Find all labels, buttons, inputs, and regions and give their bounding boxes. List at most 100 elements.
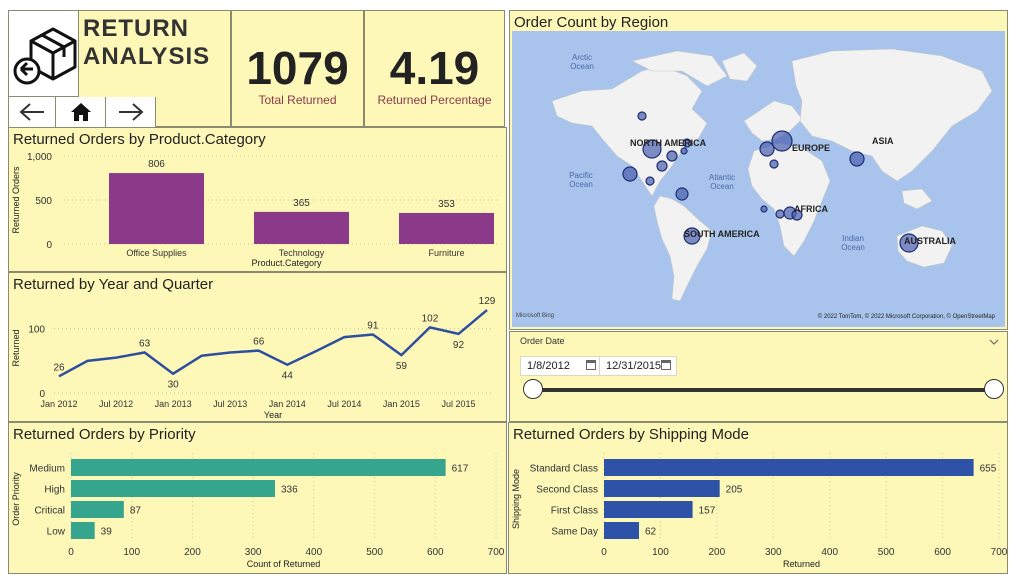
date-slicer-title: Order Date xyxy=(520,336,565,346)
x-tick-label: Technology xyxy=(279,248,325,258)
map-credit[interactable]: © 2022 TomTom, © 2022 Microsoft Corporat… xyxy=(817,314,995,320)
data-label: 205 xyxy=(726,485,743,496)
kpi-returned-percentage: 4.19 Returned Percentage xyxy=(364,10,505,127)
data-label: 617 xyxy=(452,464,469,475)
arrow-left-icon xyxy=(19,103,44,121)
data-label: 336 xyxy=(281,485,298,496)
box-return-icon xyxy=(13,27,77,85)
bar xyxy=(71,501,124,518)
data-label: 129 xyxy=(479,296,496,307)
x-tick-label: 500 xyxy=(878,547,895,558)
data-label: 353 xyxy=(438,199,455,210)
x-tick-label: 100 xyxy=(652,547,669,558)
date-slicer-panel: Order Date 1/8/2012 12/31/2015 xyxy=(509,331,1008,422)
home-button[interactable] xyxy=(56,97,106,127)
data-label: 59 xyxy=(396,361,408,372)
data-label: 44 xyxy=(282,371,294,382)
range-handle-end[interactable] xyxy=(984,379,1004,399)
bar xyxy=(71,522,95,539)
title-line-2: ANALYSIS xyxy=(83,43,211,70)
date-range-track[interactable] xyxy=(532,388,994,392)
y-tick-label: Same Day xyxy=(551,527,598,538)
x-axis-title: Product.Category xyxy=(251,258,322,268)
region-bubble xyxy=(680,147,688,155)
y-tick-label: Standard Class xyxy=(530,464,598,475)
bar xyxy=(71,480,275,497)
region-bubble xyxy=(637,111,647,121)
data-label: 102 xyxy=(422,313,439,324)
chevron-down-icon[interactable] xyxy=(989,338,999,346)
y-tick-label: 1,000 xyxy=(27,152,52,163)
start-date-input[interactable]: 1/8/2012 xyxy=(520,356,602,376)
x-tick-label: 700 xyxy=(991,547,1007,558)
kpi-total-returned-value: 1079 xyxy=(246,42,349,94)
region-bubble xyxy=(849,151,865,167)
end-date-input[interactable]: 12/31/2015 xyxy=(599,356,677,376)
calendar-icon xyxy=(661,360,671,370)
region-bubble xyxy=(666,150,678,162)
x-tick-label: Jan 2014 xyxy=(269,399,306,409)
bar xyxy=(399,212,494,244)
x-tick-label: 700 xyxy=(488,547,505,558)
forward-button[interactable] xyxy=(106,97,156,127)
data-label: 39 xyxy=(101,527,113,538)
region-bubble xyxy=(899,233,919,253)
y-axis-title: Shipping Mode xyxy=(511,469,521,529)
chart-year-quarter: 0 100 26 63 30 66 44 91 59 102 92 129 Jan 2012 Jul 20… xyxy=(11,296,496,420)
region-bubble xyxy=(769,159,779,169)
x-tick-label: 300 xyxy=(765,547,782,558)
y-tick-label: 0 xyxy=(46,240,52,251)
y-tick-label: Critical xyxy=(34,506,65,517)
bing-logo: Microsoft Bing xyxy=(516,313,555,319)
ocean-label-atlantic: Atlantic Ocean xyxy=(708,173,736,191)
x-tick-label: 200 xyxy=(709,547,726,558)
chart-priority: 0 100 200 300 400 500 600 700 617 Medium 336 High 87… xyxy=(11,453,505,569)
y-tick-label: Medium xyxy=(29,464,65,475)
bar xyxy=(604,522,639,539)
data-label: 87 xyxy=(130,506,142,517)
chart-priority-panel: Returned Orders by Priority 0 100 200 300 40… xyxy=(8,422,507,574)
x-tick-label: Jan 2015 xyxy=(383,399,420,409)
map-canvas[interactable]: NORTH AMERICA EUROPE ASIA AFRICA SOUTH A… xyxy=(512,31,1005,327)
data-label: 365 xyxy=(293,198,310,209)
x-tick-label: 400 xyxy=(821,547,838,558)
x-tick-label: 0 xyxy=(68,547,74,558)
range-handle-start[interactable] xyxy=(523,379,543,399)
x-tick-label: Jul 2015 xyxy=(441,399,475,409)
ocean-label-arctic: Arctic Ocean xyxy=(570,53,594,71)
x-tick-label: 600 xyxy=(427,547,444,558)
kpi-total-returned: 1079 Total Returned xyxy=(231,10,364,127)
bar xyxy=(604,480,720,497)
data-label: 806 xyxy=(148,159,165,170)
y-tick-label: Low xyxy=(47,527,66,538)
data-label: 62 xyxy=(645,527,657,538)
bar xyxy=(254,211,349,244)
ocean-label-pacific: Pacific Ocean xyxy=(569,171,593,189)
x-tick-label: Jan 2012 xyxy=(40,399,77,409)
x-tick-label: 200 xyxy=(184,547,201,558)
series-line xyxy=(58,309,488,378)
chart-product-category-title: Returned Orders by Product.Category xyxy=(13,131,266,148)
x-axis-title: Returned xyxy=(783,559,820,569)
x-tick-label: Jul 2013 xyxy=(213,399,247,409)
map-label-asia: ASIA xyxy=(872,136,894,146)
x-tick-label: 100 xyxy=(123,547,140,558)
world-map xyxy=(551,48,993,302)
region-bubble xyxy=(642,139,662,159)
y-tick-label: High xyxy=(44,485,65,496)
nav-bar xyxy=(9,97,156,127)
y-tick-label: 500 xyxy=(35,196,52,207)
map-label-australia: AUSTRALIA xyxy=(904,236,956,246)
data-label: 63 xyxy=(139,339,151,350)
back-button[interactable] xyxy=(9,97,56,127)
y-axis-title: Returned xyxy=(11,329,21,366)
map-label-europe: EUROPE xyxy=(792,143,831,153)
title-line-1: RETURN xyxy=(83,15,189,42)
x-axis-title: Count of Returned xyxy=(247,559,321,569)
data-label: 66 xyxy=(253,337,265,348)
data-label: 91 xyxy=(367,321,379,332)
region-bubble xyxy=(682,138,692,148)
y-tick-label: Second Class xyxy=(536,485,598,496)
x-tick-label: Jul 2012 xyxy=(99,399,133,409)
region-bubble xyxy=(656,160,668,172)
